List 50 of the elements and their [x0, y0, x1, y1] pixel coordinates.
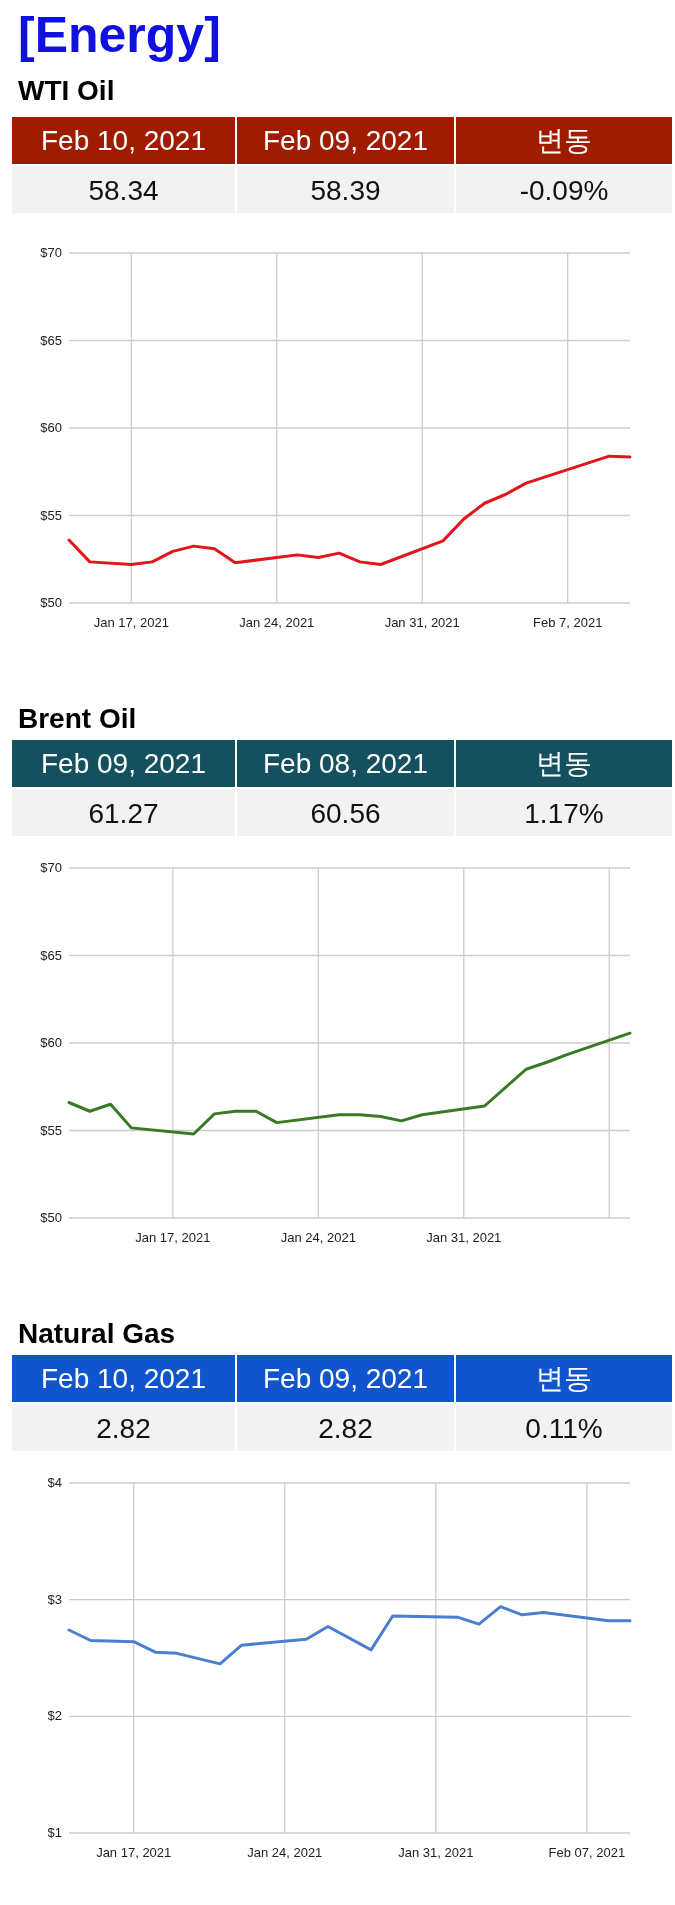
- text: 1.17%: [524, 798, 604, 829]
- y-tick-label: $65: [40, 332, 62, 348]
- y-tick-label: $3: [47, 1591, 62, 1607]
- x-tick-label: Jan 24, 2021: [247, 1845, 323, 1860]
- text: Brent Oil: [18, 703, 137, 734]
- text: 2.82: [318, 1413, 373, 1444]
- text: WTI Oil: [18, 75, 115, 106]
- y-tick-label: $70: [40, 860, 62, 875]
- text: Feb 10, 2021: [40, 125, 207, 156]
- x-tick-label: Jan 31, 2021: [426, 1230, 502, 1245]
- x-tick-label: Jan 17, 2021: [93, 615, 169, 630]
- text: 58.39: [310, 175, 381, 206]
- x-tick-label: Jan 24, 2021: [280, 1230, 356, 1245]
- text: Feb 10, 2021: [40, 1363, 207, 1394]
- y-tick-label: $4: [47, 1475, 62, 1490]
- y-tick-label: $65: [40, 947, 62, 963]
- y-tick-label: $60: [40, 1035, 62, 1050]
- text: Feb 09, 2021: [40, 748, 207, 779]
- y-tick-label: $55: [40, 1122, 62, 1138]
- text: 변동: [536, 1363, 592, 1394]
- y-tick-label: $60: [40, 420, 62, 435]
- y-tick-label: $50: [40, 1210, 62, 1225]
- x-tick-label: Feb 07, 2021: [548, 1845, 626, 1860]
- text: -0.09%: [519, 175, 609, 206]
- y-tick-label: $55: [40, 507, 62, 523]
- text: 60.56: [310, 798, 381, 829]
- text: Feb 09, 2021: [262, 125, 429, 156]
- x-tick-label: Jan 31, 2021: [384, 615, 460, 630]
- line-series: [67, 1031, 632, 1136]
- text: 61.27: [88, 798, 159, 829]
- y-tick-label: $70: [40, 245, 62, 260]
- x-tick-label: Jan 17, 2021: [135, 1230, 211, 1245]
- text: 변동: [536, 748, 592, 779]
- y-tick-label: $50: [40, 595, 62, 610]
- text: 58.34: [88, 175, 159, 206]
- text: 2.82: [96, 1413, 151, 1444]
- x-tick-label: Jan 17, 2021: [96, 1845, 172, 1860]
- text: [Energy]: [18, 7, 221, 63]
- text: 변동: [536, 125, 592, 156]
- y-tick-label: $1: [47, 1825, 62, 1840]
- text: 0.11%: [525, 1413, 603, 1444]
- line-series: [67, 1605, 632, 1666]
- text: Natural Gas: [18, 1318, 176, 1349]
- text: Feb 09, 2021: [262, 1363, 429, 1394]
- line-series: [67, 454, 632, 566]
- y-tick-label: $2: [47, 1708, 62, 1724]
- x-tick-label: Feb 7, 2021: [532, 615, 603, 630]
- x-tick-label: Jan 24, 2021: [239, 615, 315, 630]
- x-tick-label: Jan 31, 2021: [398, 1845, 474, 1860]
- text: Feb 08, 2021: [262, 748, 429, 779]
